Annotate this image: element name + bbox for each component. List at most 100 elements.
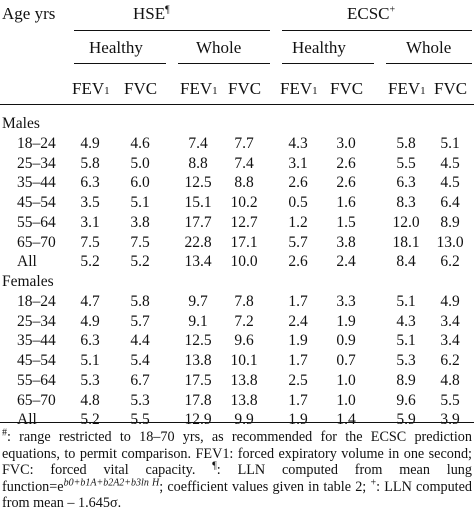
value-cell: 0.7 [336, 352, 356, 369]
value-cell: 5.7 [130, 312, 150, 330]
value-cell: 4.4 [130, 332, 150, 350]
value-cell: 7.4 [188, 134, 208, 152]
value-cell: 3.1 [80, 213, 100, 231]
value-cell: 3.9 [440, 411, 460, 429]
age-group-cell: 65–70 [17, 391, 56, 409]
value-cell: 5.8 [80, 154, 100, 172]
value-cell: 6.4 [440, 194, 460, 211]
value-cell: 5.0 [130, 154, 150, 172]
value-cell: 5.8 [130, 292, 150, 310]
fev1-column-header: FEV1 [388, 79, 426, 101]
age-header: Age yrs [2, 4, 56, 23]
age-group-cell: 55–64 [17, 371, 56, 389]
value-cell: 5.4 [130, 352, 150, 369]
fev-label: FEV [72, 79, 105, 98]
value-cell: 1.5 [336, 213, 356, 231]
value-cell: 4.9 [80, 312, 100, 330]
age-group-cell: All [17, 411, 37, 429]
value-cell: 1.7 [288, 352, 308, 369]
fev-subscript: 1 [104, 85, 110, 97]
value-cell: 0.9 [336, 332, 356, 350]
hse-header: HSE¶ [133, 4, 170, 24]
value-cell: 7.5 [80, 233, 100, 251]
value-cell: 5.8 [396, 134, 416, 152]
value-cell: 1.7 [288, 391, 308, 409]
footnote-text-3: ; coefficient values given in table 2; [159, 478, 371, 495]
value-cell: 9.7 [188, 292, 208, 310]
value-cell: 1.0 [336, 391, 356, 409]
value-cell: 4.5 [440, 174, 460, 192]
value-cell: 12.9 [184, 411, 212, 429]
value-cell: 1.7 [288, 292, 308, 310]
value-cell: 1.9 [288, 411, 308, 429]
age-group-cell: 55–64 [17, 213, 56, 231]
value-cell: 15.1 [184, 194, 212, 211]
fvc-column-header: FVC [434, 79, 468, 98]
value-cell: 5.5 [130, 411, 150, 429]
section-title: Males [2, 115, 40, 132]
ecsc-healthy-header: Healthy [292, 38, 346, 57]
value-cell: 9.1 [188, 312, 208, 330]
footnote-text-1: : range restricted to 18–70 yrs, as reco… [2, 429, 472, 478]
value-cell: 7.2 [234, 312, 254, 330]
value-cell: 2.6 [336, 154, 356, 172]
value-cell: 3.4 [440, 332, 460, 350]
value-cell: 7.5 [130, 233, 150, 251]
value-cell: 5.5 [440, 391, 460, 409]
fvc-column-header: FVC [228, 79, 262, 98]
value-cell: 0.5 [288, 194, 308, 211]
fev-label: FEV [180, 79, 213, 98]
age-group-cell: 65–70 [17, 233, 56, 251]
value-cell: 1.4 [336, 411, 356, 429]
ecsc-healthy-rule [282, 63, 374, 64]
footnote-text-4: : LLN computed from mean – 1.645σ. [2, 478, 473, 512]
value-cell: 4.8 [440, 371, 460, 389]
age-group-cell: 25–34 [17, 154, 56, 172]
fev1-column-header: FEV1 [180, 79, 218, 101]
value-cell: 10.0 [230, 253, 258, 271]
value-cell: 5.3 [80, 371, 100, 389]
fev1-column-header: FEV1 [280, 79, 318, 101]
value-cell: 5.2 [130, 253, 150, 271]
value-cell: 6.7 [130, 371, 150, 389]
value-cell: 9.9 [234, 411, 254, 429]
fev-subscript: 1 [312, 85, 318, 97]
table-footnote: #: range restricted to 18–70 yrs, as rec… [2, 428, 473, 512]
value-cell: 5.2 [80, 253, 100, 271]
value-cell: 7.8 [234, 292, 254, 310]
ecsc-group-rule [282, 30, 472, 31]
age-group-cell: 35–44 [17, 332, 56, 350]
age-group-cell: 45–54 [17, 194, 56, 211]
value-cell: 4.3 [288, 134, 308, 152]
value-cell: 4.9 [80, 134, 100, 152]
hse-footnote-mark: ¶ [165, 4, 170, 16]
value-cell: 6.3 [80, 174, 100, 192]
value-cell: 10.1 [230, 352, 258, 369]
value-cell: 17.1 [230, 233, 258, 251]
value-cell: 1.6 [336, 194, 356, 211]
value-cell: 12.0 [392, 213, 420, 231]
age-group-cell: 18–24 [17, 292, 56, 310]
value-cell: 17.5 [184, 371, 212, 389]
value-cell: 22.8 [184, 233, 212, 251]
value-cell: 5.2 [80, 411, 100, 429]
value-cell: 10.2 [230, 194, 258, 211]
value-cell: 6.2 [440, 352, 460, 369]
value-cell: 18.1 [392, 233, 420, 251]
fev-subscript: 1 [420, 85, 426, 97]
hse-healthy-header: Healthy [89, 38, 143, 57]
section-title: Females [2, 273, 54, 290]
value-cell: 4.3 [396, 312, 416, 330]
value-cell: 4.6 [130, 134, 150, 152]
value-cell: 4.7 [80, 292, 100, 310]
value-cell: 1.9 [288, 332, 308, 350]
footnote-text-2: : LLN computed from mean lung function=e [2, 462, 472, 495]
value-cell: 8.9 [396, 371, 416, 389]
value-cell: 13.8 [184, 352, 212, 369]
value-cell: 2.4 [288, 312, 308, 330]
value-cell: 1.9 [336, 312, 356, 330]
value-cell: 13.4 [184, 253, 212, 271]
value-cell: 2.6 [288, 174, 308, 192]
value-cell: 12.5 [184, 174, 212, 192]
